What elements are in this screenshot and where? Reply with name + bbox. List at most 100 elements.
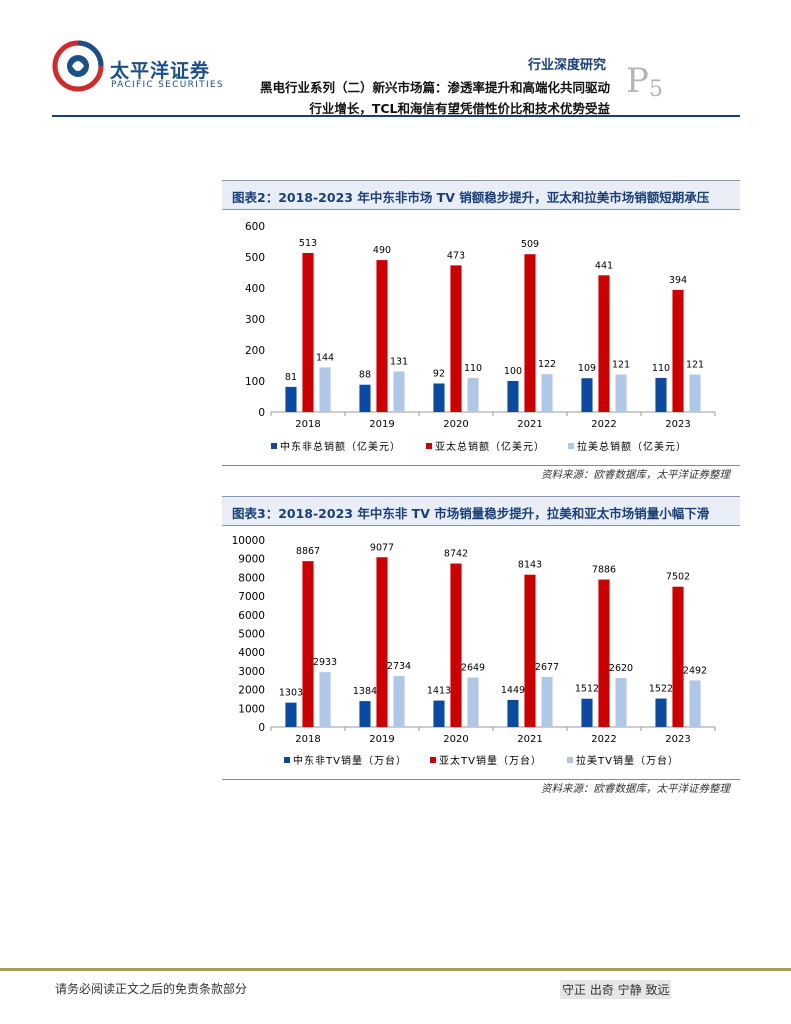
data-label: 473 (447, 250, 465, 261)
bar-2021-series-3 (541, 374, 553, 412)
y-tick-label: 4000 (238, 647, 265, 659)
bar-2019-series-3 (393, 371, 405, 412)
legend-swatch (284, 757, 290, 763)
data-label: 2649 (461, 662, 485, 673)
legend-label: 拉美TV销量（万台） (576, 754, 679, 767)
figure2-chart: 0 100 200 300 400 500 600 81 513 144 2018 88 490 131 2… (245, 221, 716, 453)
bar-2021-series-1 (507, 381, 519, 412)
data-label: 8742 (444, 549, 468, 560)
x-tick-label: 2018 (295, 419, 320, 430)
report-title: 黑电行业系列（二）新兴市场篇：渗透率提升和高端化共同驱动 行业增长，TCL和海信… (260, 77, 610, 119)
data-label: 7502 (666, 572, 690, 583)
bar-2023-series-2 (672, 289, 684, 412)
data-label: 2734 (387, 661, 411, 672)
bar-2020-series-2 (450, 563, 462, 727)
legend-label: 中东非总销额（亿美元） (280, 440, 401, 453)
figure3-chart: 0 1000 2000 3000 4000 5000 6000 7000 8000 9000 100… (232, 535, 716, 767)
x-tick-label: 2020 (443, 419, 468, 430)
bar-2023-series-2 (672, 586, 684, 727)
data-label: 121 (686, 359, 704, 370)
report-title-line1: 黑电行业系列（二）新兴市场篇：渗透率提升和高端化共同驱动 (259, 80, 610, 95)
data-label: 92 (433, 368, 445, 379)
report-type: 行业深度研究 (528, 58, 607, 73)
legend-swatch (426, 443, 432, 449)
company-name-en: PACIFIC SECURITIES (111, 80, 224, 90)
data-label: 110 (652, 363, 670, 374)
footer-divider (0, 968, 791, 971)
data-label: 1522 (649, 684, 673, 695)
x-tick-label: 2023 (665, 734, 690, 745)
figure2-bottom-rule (222, 465, 740, 466)
footer-disclaimer: 请务必阅读正文之后的免责条款部分 (55, 982, 248, 996)
bar-2018-series-3 (319, 367, 331, 412)
bar-2019-series-1 (359, 384, 371, 412)
data-label: 1384 (353, 686, 377, 697)
page-letter: P (626, 61, 649, 101)
figure3-title-bar (222, 496, 740, 526)
bar-2021-series-2 (524, 574, 536, 727)
legend-swatch (430, 757, 436, 763)
data-label: 513 (299, 238, 317, 249)
y-tick-label: 2000 (238, 685, 265, 697)
y-tick-label: 100 (245, 376, 265, 388)
bar-2022-series-1 (581, 698, 593, 727)
data-label: 394 (669, 275, 687, 286)
bar-2019-series-1 (359, 701, 371, 727)
x-tick-label: 2020 (443, 734, 468, 745)
bar-2022-series-2 (598, 275, 610, 412)
company-name-cn: 太平洋证券 (110, 60, 211, 82)
bar-2023-series-1 (655, 377, 667, 412)
bar-2019-series-2 (376, 260, 388, 412)
bar-2023-series-3 (689, 374, 701, 412)
data-label: 8867 (296, 546, 320, 557)
y-tick-label: 300 (245, 314, 265, 326)
data-label: 110 (464, 363, 482, 374)
bar-2018-series-2 (302, 252, 314, 412)
bar-2020-series-3 (467, 377, 479, 412)
data-label: 144 (316, 352, 334, 363)
bar-2018-series-1 (285, 702, 297, 727)
bar-2020-series-1 (433, 383, 445, 412)
bar-2022-series-2 (598, 579, 610, 727)
bar-2022-series-3 (615, 678, 627, 727)
bar-2019-series-2 (376, 557, 388, 727)
y-tick-label: 3000 (238, 666, 265, 678)
data-label: 2620 (609, 663, 633, 674)
x-tick-label: 2021 (517, 734, 542, 745)
data-label: 441 (595, 260, 613, 271)
data-label: 2492 (683, 665, 707, 676)
data-label: 100 (504, 366, 522, 377)
data-label: 88 (359, 370, 371, 381)
y-tick-label: 7000 (238, 591, 265, 603)
data-label: 121 (612, 359, 630, 370)
x-tick-label: 2018 (295, 734, 320, 745)
footer-slogan: 守正 出奇 宁静 致远 (560, 980, 672, 999)
y-tick-label: 1000 (238, 703, 265, 715)
bar-2018-series-3 (319, 672, 331, 727)
figure3-source: 资料来源：欧睿数据库，太平洋证券整理 (541, 783, 730, 795)
company-logo-icon (52, 40, 104, 92)
legend-swatch (568, 443, 574, 449)
y-tick-label: 6000 (238, 610, 265, 622)
data-label: 1449 (501, 685, 525, 696)
y-tick-label: 200 (245, 345, 265, 357)
bar-2021-series-3 (541, 676, 553, 727)
figure2-title-bar (222, 180, 740, 210)
data-label: 7886 (592, 565, 616, 576)
bar-2023-series-3 (689, 680, 701, 727)
legend-label: 亚太TV销量（万台） (439, 754, 542, 767)
y-tick-label: 0 (258, 722, 265, 734)
legend-swatch (271, 443, 277, 449)
x-tick-label: 2022 (591, 734, 616, 745)
x-tick-label: 2022 (591, 419, 616, 430)
bar-2021-series-2 (524, 254, 536, 412)
data-label: 490 (373, 245, 391, 256)
data-label: 9077 (370, 542, 394, 553)
legend-label: 亚太总销额（亿美元） (435, 440, 545, 453)
y-tick-label: 10000 (232, 535, 265, 547)
data-label: 2933 (313, 657, 337, 668)
data-label: 109 (578, 363, 596, 374)
figure2-source: 资料来源：欧睿数据库，太平洋证券整理 (541, 469, 730, 481)
bar-2020-series-1 (433, 700, 445, 727)
figure3-bottom-rule (222, 779, 740, 780)
